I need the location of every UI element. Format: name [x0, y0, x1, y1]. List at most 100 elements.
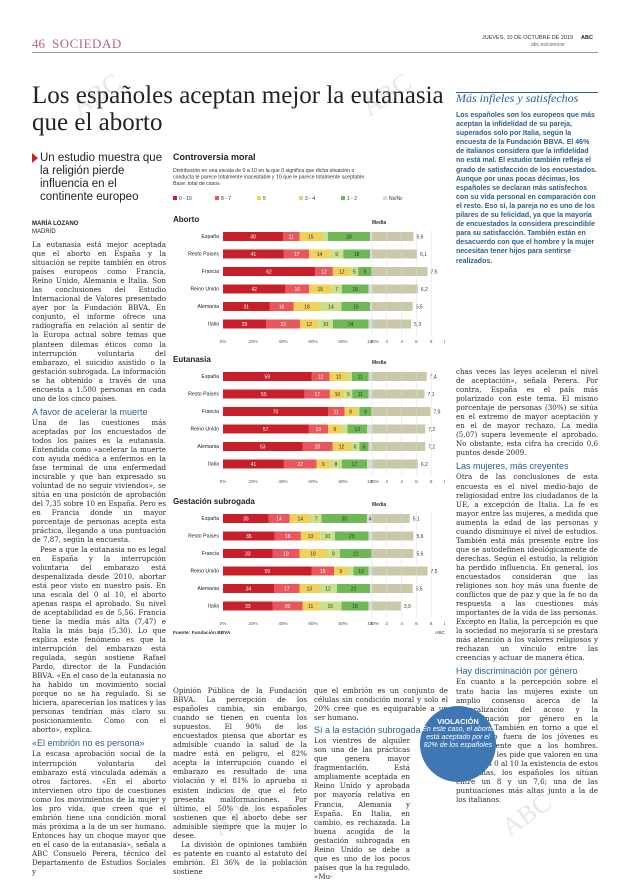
country-label: Resto Países [188, 252, 219, 258]
axis-tick-label: 20% [248, 339, 257, 344]
segment-label: 5 [347, 392, 350, 398]
segment-label: 7 [335, 287, 338, 293]
segment-label: 10 [358, 569, 364, 575]
segment-label: 15 [327, 604, 333, 610]
country-label: Resto Países [188, 534, 219, 540]
segment-bar [358, 267, 372, 276]
segment-label: 8 [349, 410, 352, 416]
media-bar [372, 319, 412, 329]
segment-bar [283, 249, 310, 259]
media-value: 6,1 [420, 252, 427, 258]
segment-bar [334, 531, 369, 541]
segment-bar [332, 267, 351, 276]
segment-label: 24 [348, 322, 354, 328]
segment-bar [223, 459, 284, 469]
segment-bar [350, 442, 360, 451]
segment-label: 12 [318, 375, 324, 381]
segment-bar [223, 424, 309, 434]
media-bar [372, 549, 414, 558]
segment-bar [223, 531, 275, 541]
segment-bar [367, 424, 373, 434]
segment-label: 57 [263, 427, 269, 433]
media-bar [372, 459, 418, 469]
segment-label: 53 [260, 445, 266, 451]
media-value: 7,2 [428, 427, 435, 433]
segment-label: 18 [304, 305, 310, 311]
segment-label: 12 [321, 270, 327, 276]
section-heading: Hay discriminación por género [456, 666, 578, 677]
segment-bar [347, 372, 352, 381]
segment-bar [223, 566, 312, 576]
segment-bar [328, 407, 345, 416]
segment-bar [343, 249, 371, 259]
segment-bar [319, 584, 337, 593]
segment-label: 15 [317, 287, 323, 293]
segment-bar [272, 601, 303, 611]
segment-bar [223, 319, 267, 329]
segment-bar [283, 459, 317, 469]
chart-subtitle: conducta le parece totalmente inaceptabl… [173, 175, 366, 181]
country-label: España [201, 516, 219, 522]
segment-bar [344, 407, 357, 416]
segment-label: 55 [261, 392, 267, 398]
chart-title: Controversia moral [173, 152, 256, 162]
brand-url[interactable]: abc.es/conocer [531, 42, 565, 48]
body-paragraph: Opinión Pública de la Fundación BBVA. La… [173, 686, 307, 840]
segment-bar [356, 407, 360, 416]
media-value: 6,2 [421, 462, 428, 468]
callout-title: VIOLACIÓN [437, 717, 479, 726]
chart-subtitle: Base: total de casos [173, 181, 220, 187]
axis-tick-label: 8 [430, 621, 433, 626]
segment-label: 34 [246, 587, 252, 593]
media-bar [372, 232, 414, 241]
segment-bar [368, 531, 373, 541]
callout-text: En este caso, el aborto está aceptado po… [422, 726, 494, 749]
axis-tick-label: 20% [248, 621, 257, 626]
segment-label: 9 [332, 552, 335, 558]
segment-label: 17 [294, 252, 300, 258]
segment-bar [370, 584, 373, 593]
panel-title: Aborto [173, 215, 199, 224]
segment-label: 16 [279, 305, 285, 311]
segment-label: 41 [251, 462, 257, 468]
country-label: España [201, 374, 219, 380]
segment-label: 13 [315, 427, 321, 433]
segment-label: 8 [334, 462, 337, 468]
segment-bar [370, 302, 373, 311]
axis-tick-label: 10 [443, 621, 445, 626]
article-column-1: La eutanasia está mejor aceptada que el … [32, 240, 166, 876]
bullet-triangle-icon [32, 153, 38, 163]
segment-label: 12 [339, 270, 345, 276]
segment-bar [300, 531, 321, 541]
media-bar [372, 584, 413, 593]
segment-bar [285, 284, 310, 294]
segment-bar [368, 372, 373, 381]
body-paragraph: Una de las cuestiones más aceptadas por … [32, 417, 166, 545]
segment-label: 9 [333, 427, 336, 433]
body-paragraph: La escasa aprobación social de la interr… [32, 749, 166, 877]
segment-label: 41 [251, 252, 257, 258]
segment-bar [352, 389, 369, 399]
segment-label: 33 [245, 552, 251, 558]
segment-label: 28 [346, 235, 352, 241]
axis-tick-label: 6 [415, 479, 418, 484]
segment-bar [320, 531, 335, 541]
segment-bar [318, 319, 333, 329]
segment-label: 40 [250, 235, 256, 241]
body-paragraph: que el embrión es un conjunto de células… [314, 686, 448, 723]
segment-label: 22 [351, 587, 357, 593]
legend-label: 5 [263, 196, 266, 202]
segment-bar [316, 459, 330, 469]
segment-label: 18 [352, 287, 358, 293]
segment-bar [223, 442, 303, 451]
segment-label: 12 [325, 587, 331, 593]
segment-bar [368, 601, 373, 611]
section-heading: Sí a la estación subrogada [314, 725, 421, 736]
legend-label: Ns/Nc [389, 196, 403, 202]
axis-tick-label: 100% [367, 339, 379, 344]
segment-bar [328, 232, 370, 241]
segment-bar [272, 549, 300, 558]
segment-bar [326, 549, 340, 558]
article-column-4: chas veces las leyes aceleran el nivel d… [456, 367, 598, 804]
segment-bar [368, 566, 373, 576]
